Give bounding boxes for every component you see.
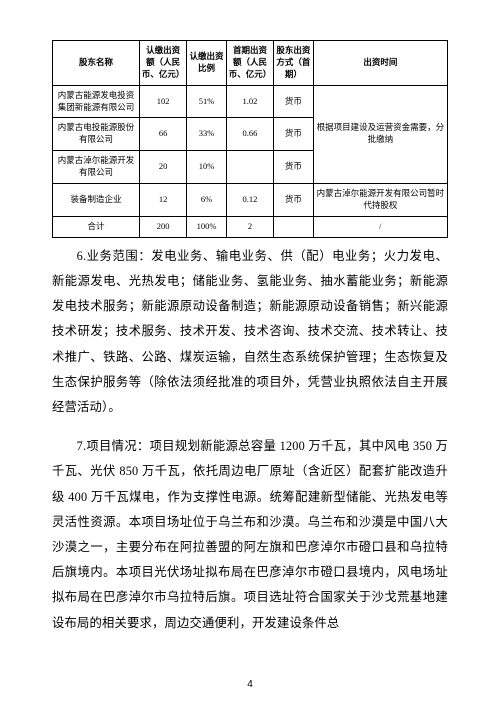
cell: 10% (187, 151, 227, 184)
table-header-row: 股东名称 认缴出资额（人民币、亿元） 认缴出资比例 首期出资额（人民币、亿元） … (53, 41, 448, 86)
cell: 内蒙古淖尔能源开发有限公司暂时代持股权 (313, 184, 447, 217)
cell: 12 (139, 184, 186, 217)
table-row: 装备制造企业 12 6% 0.12 货币 内蒙古淖尔能源开发有限公司暂时代持股权 (53, 184, 448, 217)
cell: 1.02 (226, 85, 273, 118)
cell: 102 (139, 85, 186, 118)
cell: 内蒙古淖尔能源开发有限公司 (53, 151, 140, 184)
shareholder-table: 股东名称 认缴出资额（人民币、亿元） 认缴出资比例 首期出资额（人民币、亿元） … (52, 40, 448, 238)
cell: 货币 (274, 151, 314, 184)
cell: 100% (187, 216, 227, 237)
cell-merged: 根据项目建设及运营资金需要，分批缴纳 (313, 85, 447, 183)
th-amount: 认缴出资额（人民币、亿元） (139, 41, 186, 86)
cell: 0.12 (226, 184, 273, 217)
cell: 0.66 (226, 118, 273, 151)
cell: 51% (187, 85, 227, 118)
cell: 货币 (274, 184, 314, 217)
th-name: 股东名称 (53, 41, 140, 86)
cell: 货币 (274, 85, 314, 118)
th-time: 出资时间 (313, 41, 447, 86)
cell (226, 151, 273, 184)
th-first: 首期出资额（人民币、亿元） (226, 41, 273, 86)
cell: 合计 (53, 216, 140, 237)
cell: 20 (139, 151, 186, 184)
cell: 货币 (274, 118, 314, 151)
page-number: 4 (0, 679, 500, 690)
paragraph-7: 7.项目情况：项目规划新能源总容量 1200 万千瓦，其中风电 350 万千瓦、… (52, 434, 448, 636)
cell: 33% (187, 118, 227, 151)
table-row: 内蒙古能源发电投资集团新能源有限公司 102 51% 1.02 货币 根据项目建… (53, 85, 448, 118)
cell: 内蒙古电投能源股份有限公司 (53, 118, 140, 151)
cell: 66 (139, 118, 186, 151)
cell: 200 (139, 216, 186, 237)
cell: 2 (226, 216, 273, 237)
th-method: 股东出资方式（首期） (274, 41, 314, 86)
cell: 内蒙古能源发电投资集团新能源有限公司 (53, 85, 140, 118)
table-row-total: 合计 200 100% 2 / (53, 216, 448, 237)
cell: 装备制造企业 (53, 184, 140, 217)
th-ratio: 认缴出资比例 (187, 41, 227, 86)
cell: 6% (187, 184, 227, 217)
cell: / (313, 216, 447, 237)
cell (274, 216, 314, 237)
paragraph-6: 6.业务范围：发电业务、输电业务、供（配）电业务；火力发电、新能源发电、光热发电… (52, 244, 448, 420)
